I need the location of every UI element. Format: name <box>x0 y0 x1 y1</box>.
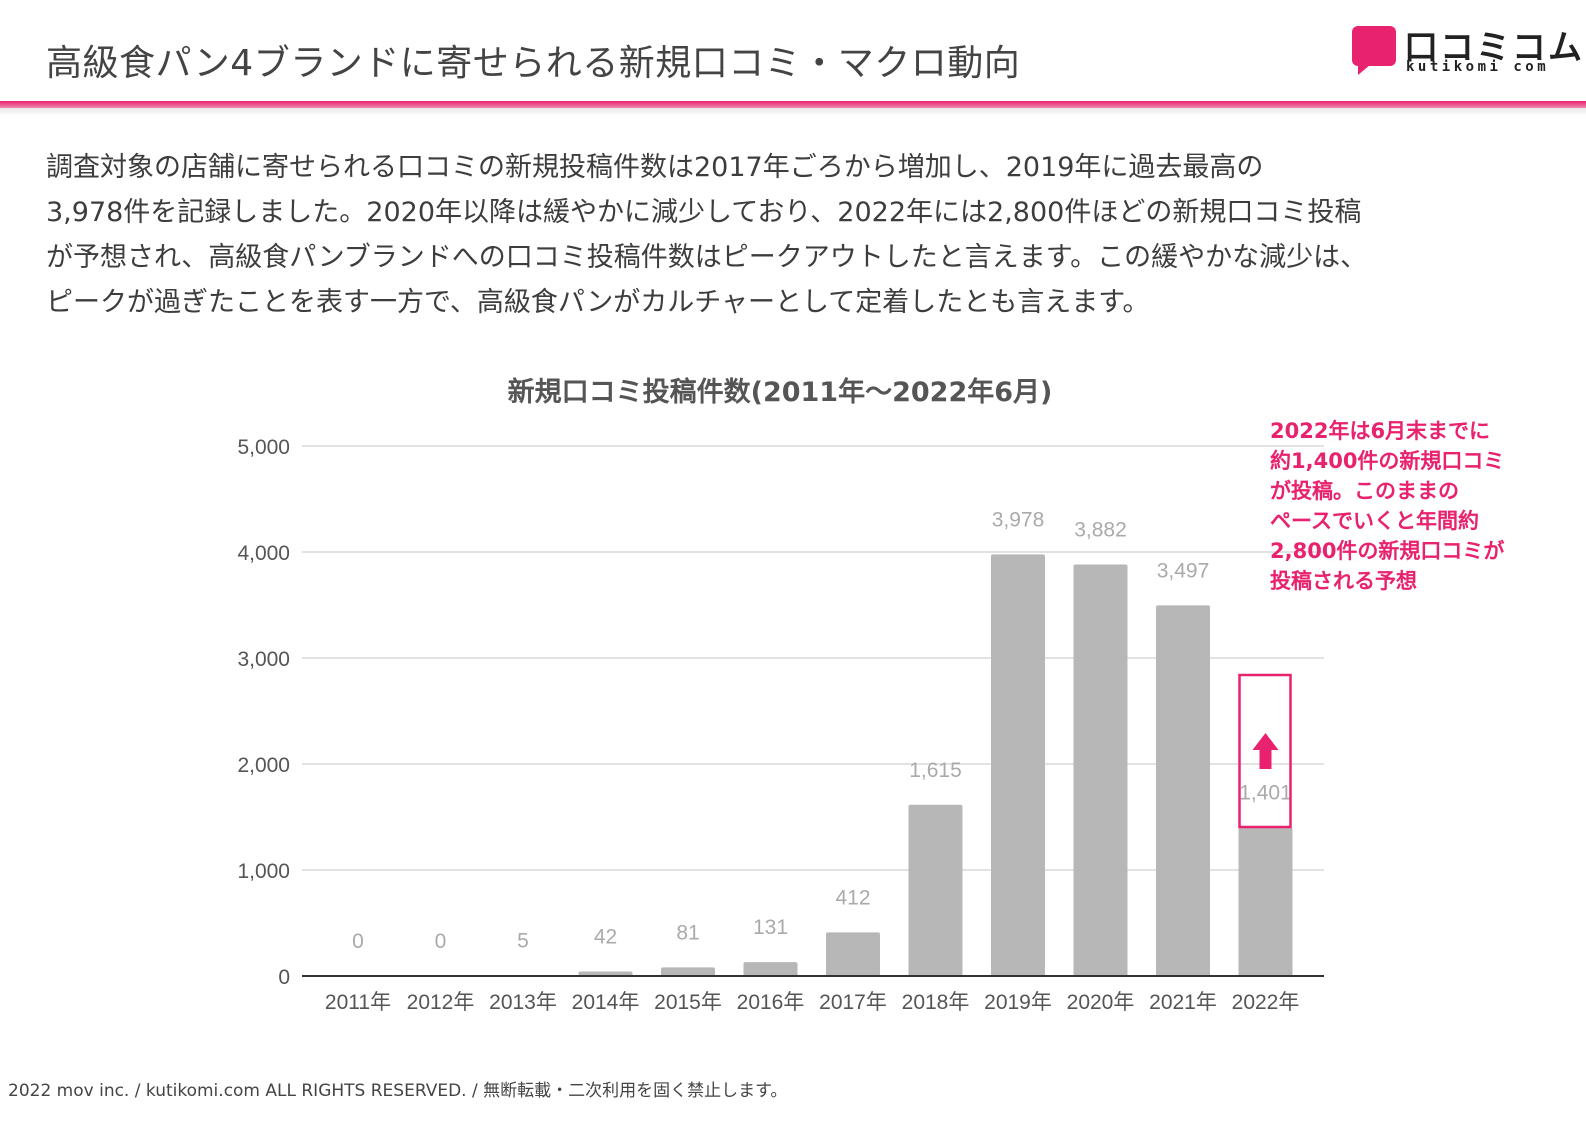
x-tick-label: 2018年 <box>902 991 970 1014</box>
bar <box>578 971 633 976</box>
data-label: 3,497 <box>1157 559 1210 582</box>
summary-line: 3,978件を記録しました。2020年以降は緩やかに減少しており、2022年には… <box>46 197 1362 228</box>
x-tick-label: 2021年 <box>1149 991 1217 1014</box>
chart-annotation: 2022年は6月末までに 約1,400件の新規口コミ が投稿。このままの ペース… <box>1270 416 1570 596</box>
data-label: 3,882 <box>1074 519 1127 542</box>
data-label: 42 <box>594 926 617 949</box>
header-shadow <box>0 108 1586 116</box>
annotation-line: ペースでいくと年間約 <box>1270 509 1479 533</box>
annotation-line: 約1,400件の新規口コミ <box>1270 449 1505 473</box>
header-divider <box>0 101 1586 108</box>
y-tick-label: 5,000 <box>237 436 290 459</box>
y-tick-label: 2,000 <box>237 754 290 777</box>
logo-text: 口コミコム <box>1404 28 1584 68</box>
copyright-footer: 2022 mov inc. / kutikomi.com ALL RIGHTS … <box>8 1081 788 1101</box>
x-tick-label: 2012年 <box>407 991 475 1014</box>
header: 高級食パン4ブランドに寄せられる新規口コミ・マクロ動向 口コミコム kutiko… <box>0 0 1586 104</box>
summary-line: 調査対象の店舗に寄せられる口コミの新規投稿件数は2017年ごろから増加し、201… <box>46 152 1264 183</box>
x-tick-label: 2019年 <box>984 991 1052 1014</box>
data-label: 0 <box>435 930 447 953</box>
summary-line: ピークが過ぎたことを表す一方で、高級食パンがカルチャーとして定着したとも言えます… <box>46 287 1150 318</box>
annotation-line: 2022年は6月末までに <box>1270 419 1491 443</box>
bar <box>908 804 963 976</box>
bar <box>1156 605 1210 976</box>
data-label: 81 <box>676 921 699 944</box>
summary-text: 調査対象の店舗に寄せられる口コミの新規投稿件数は2017年ごろから増加し、201… <box>46 145 1536 325</box>
highlight-box <box>1238 673 1292 829</box>
bar <box>661 967 715 976</box>
x-tick-label: 2015年 <box>654 991 722 1014</box>
annotation-line: 投稿される予想 <box>1270 569 1417 593</box>
data-label: 131 <box>753 916 788 939</box>
brand-logo[interactable]: 口コミコム kutikomi com <box>1352 24 1582 80</box>
x-tick-label: 2014年 <box>572 991 640 1014</box>
x-tick-label: 2016年 <box>737 991 805 1014</box>
y-tick-label: 3,000 <box>237 648 290 671</box>
y-tick-label: 0 <box>278 966 290 989</box>
x-tick-label: 2017年 <box>819 991 887 1014</box>
page-title: 高級食パン4ブランドに寄せられる新規口コミ・マクロ動向 <box>46 43 1021 84</box>
x-tick-label: 2013年 <box>489 991 557 1014</box>
annotation-line: が投稿。このままの <box>1270 479 1459 503</box>
annotation-line: 2,800件の新規口コミが <box>1270 539 1505 563</box>
data-label: 412 <box>835 886 870 909</box>
bar <box>1238 827 1293 976</box>
data-label: 1,615 <box>909 759 962 782</box>
x-tick-label: 2020年 <box>1067 991 1135 1014</box>
logo-subtext: kutikomi com <box>1406 59 1550 75</box>
chart-title: 新規口コミ投稿件数(2011年～2022年6月) <box>507 377 1053 408</box>
x-tick-label: 2022年 <box>1232 991 1300 1014</box>
x-tick-label: 2011年 <box>325 991 391 1014</box>
bar <box>1073 564 1128 976</box>
data-label: 1,401 <box>1239 781 1292 804</box>
bar <box>826 932 880 976</box>
data-label: 3,978 <box>992 508 1045 531</box>
speech-bubble-icon <box>1352 26 1396 75</box>
bar <box>991 554 1045 976</box>
up-arrow-icon <box>1252 733 1279 769</box>
summary-line: が予想され、高級食パンブランドへの口コミ投稿件数はピークアウトしたと言えます。こ… <box>46 242 1368 273</box>
bar <box>743 962 798 976</box>
data-label: 0 <box>352 930 364 953</box>
y-tick-label: 4,000 <box>237 542 290 565</box>
data-label: 5 <box>517 929 529 952</box>
y-tick-label: 1,000 <box>237 860 290 883</box>
